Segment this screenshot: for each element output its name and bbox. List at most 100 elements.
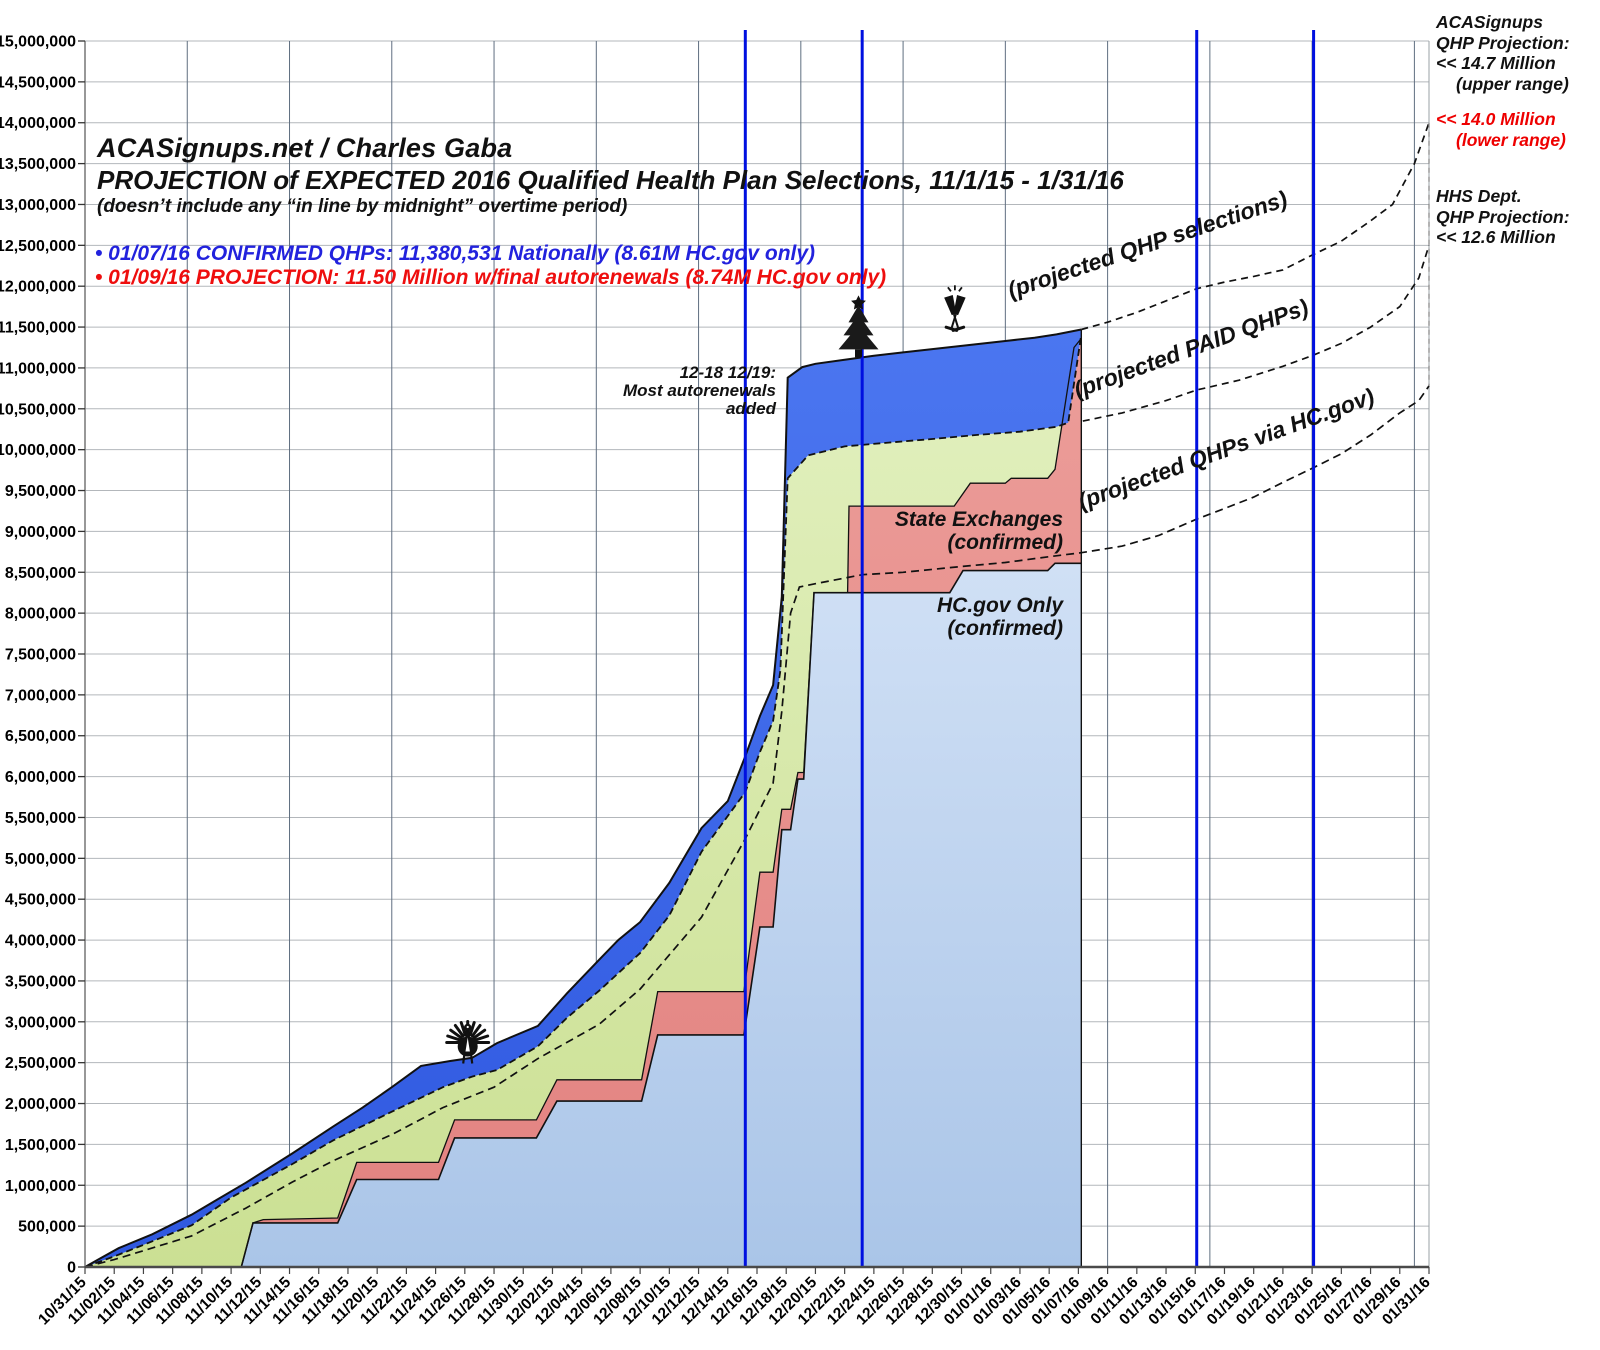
turkey-leg (470, 1055, 474, 1064)
area-projected-selections (85, 329, 1082, 1267)
autorenewals-line3: added (725, 399, 776, 418)
y-tick-label: 7,000,000 (5, 687, 76, 704)
hhs-line2: QHP Projection: (1436, 206, 1570, 227)
state-exchanges-line2: (confirmed) (947, 531, 1064, 554)
y-tick-label: 2,500,000 (5, 1055, 76, 1072)
tree-tier (848, 305, 869, 323)
turkey-feather (453, 1024, 465, 1038)
christmas-tree-icon (838, 295, 879, 358)
turkey-feather (470, 1024, 482, 1038)
y-tick-label: 4,000,000 (5, 933, 76, 950)
y-tick-label: 4,500,000 (5, 892, 76, 909)
turkey-feather (446, 1034, 462, 1042)
y-tick-label: 0 (67, 1260, 76, 1277)
turkey-chest-mark (465, 1037, 470, 1052)
projection-curve-1 (1082, 245, 1430, 422)
y-tick-label: 9,500,000 (5, 483, 76, 500)
turkey-feather (472, 1028, 487, 1040)
acasignups-line4: (upper range) (1456, 73, 1569, 94)
hcgov-only-area-label: HC.gov Only (confirmed) (937, 594, 1063, 640)
site-attribution: ACASignups.net / Charles Gaba (97, 133, 513, 163)
y-tick-label: 6,000,000 (5, 769, 76, 786)
turkey-feather (468, 1021, 476, 1037)
y-tick-label: 5,000,000 (5, 851, 76, 868)
area-hcgov-only (85, 563, 1082, 1267)
flute-bowl (944, 294, 957, 316)
y-tick-label: 5,500,000 (5, 810, 76, 827)
lower-range-line2: (lower range) (1456, 129, 1566, 150)
acasignups-line1: ACASignups (1436, 12, 1543, 32)
lower-range-label: << 14.0 Million (lower range) (1436, 109, 1566, 150)
state-top-line (85, 338, 1082, 1268)
y-tick-label: 8,500,000 (5, 565, 76, 582)
flute-stem (950, 314, 957, 329)
acasignups-projection-label: ACASignups QHP Projection: << 14.7 Million… (1436, 12, 1570, 94)
turkey-feather (449, 1028, 463, 1040)
hcgov-only-line1: HC.gov Only (936, 594, 1063, 617)
hhs-projection-label: HHS Dept. QHP Projection: << 12.6 Million (1436, 186, 1570, 248)
lower-range-line1: << 14.0 Million (1436, 109, 1556, 129)
y-tick-label: 3,000,000 (5, 1014, 76, 1031)
turkey-feather (473, 1034, 490, 1042)
tree-star (851, 295, 866, 310)
projection-curve-label-1: (projected PAID QHPs) (1070, 294, 1311, 403)
y-tick-label: 1,500,000 (5, 1137, 76, 1154)
autorenewals-line1: 12-18 12/19: (679, 363, 776, 382)
flute-base (944, 325, 959, 332)
y-tick-label: 10,500,000 (0, 401, 76, 418)
y-tick-label: 13,000,000 (0, 197, 76, 214)
y-tick-label: 12,500,000 (0, 238, 76, 255)
spark (947, 286, 952, 292)
projection-curve-label-2: (projected QHPs via HC.gov) (1075, 383, 1378, 515)
hcgov-only-line2: (confirmed) (947, 617, 1064, 640)
tree-tier (843, 314, 874, 336)
flute-bowl (953, 294, 966, 316)
autorenewals-line2: Most autorenewals (622, 381, 776, 400)
chart-subtitle: (doesn’t include any “in line by midnigh… (97, 196, 628, 217)
turkey-icon (445, 1020, 491, 1064)
y-tick-label: 11,000,000 (0, 360, 76, 377)
y-axis-labels: 0 500,000 1,000,000 1,500,000 2,000,000 2,500… (0, 34, 85, 1277)
paid-top-dashed-line (84, 334, 1083, 1268)
champagne-flute (944, 294, 966, 332)
acasignups-line3: << 14.7 Million (1436, 53, 1556, 73)
y-tick-label: 6,500,000 (5, 728, 76, 745)
autorenewals-annotation: 12-18 12/19: Most autorenewals added (623, 364, 776, 418)
y-tick-label: 11,500,000 (0, 320, 76, 337)
spark (958, 286, 963, 292)
hhs-line3: << 12.6 Million (1436, 227, 1556, 247)
tree-trunk (855, 349, 862, 358)
y-tick-label: 500,000 (18, 1219, 76, 1236)
y-tick-label: 7,500,000 (5, 647, 76, 664)
projection-curve-0 (1081, 122, 1430, 331)
projection-curve-label-0: (projected QHP selections) (1004, 185, 1290, 303)
hcgov-top-line (85, 562, 1082, 1268)
y-tick-label: 2,000,000 (5, 1096, 76, 1113)
x-axis-labels: 10/31/1511/02/1511/04/1511/06/1511/08/15… (35, 1267, 1434, 1328)
y-tick-label: 14,500,000 (0, 74, 76, 91)
turkey-eye (466, 1025, 469, 1029)
y-tick-label: 8,000,000 (5, 606, 76, 623)
y-tick-label: 10,000,000 (0, 442, 76, 459)
projection-note: • 01/09/16 PROJECTION: 11.50 Million w/f… (95, 266, 887, 289)
y-tick-label: 1,000,000 (5, 1178, 76, 1195)
area-state-exchanges (85, 338, 1082, 1267)
champagne-glasses-icon (944, 285, 966, 332)
state-exchanges-area-label: State Exchanges (confirmed) (895, 508, 1063, 554)
y-tick-label: 15,000,000 (0, 34, 76, 51)
y-tick-label: 3,500,000 (5, 973, 76, 990)
turkey-leg (462, 1055, 466, 1064)
hhs-line1: HHS Dept. (1436, 186, 1522, 206)
acasignups-line2: QHP Projection: (1436, 32, 1570, 53)
state-exchanges-line1: State Exchanges (894, 508, 1063, 531)
y-tick-label: 9,000,000 (5, 524, 76, 541)
chart-title: PROJECTION of EXPECTED 2016 Qualified He… (97, 165, 1124, 195)
y-tick-label: 14,000,000 (0, 115, 76, 132)
tree-tier (838, 325, 879, 350)
hcgov-projection-dashed-line (84, 385, 1430, 1268)
area-projected-paid (85, 334, 1082, 1267)
y-tick-label: 12,000,000 (0, 279, 76, 296)
confirmed-qhps-note: • 01/07/16 CONFIRMED QHPs: 11,380,531 Na… (95, 242, 816, 265)
